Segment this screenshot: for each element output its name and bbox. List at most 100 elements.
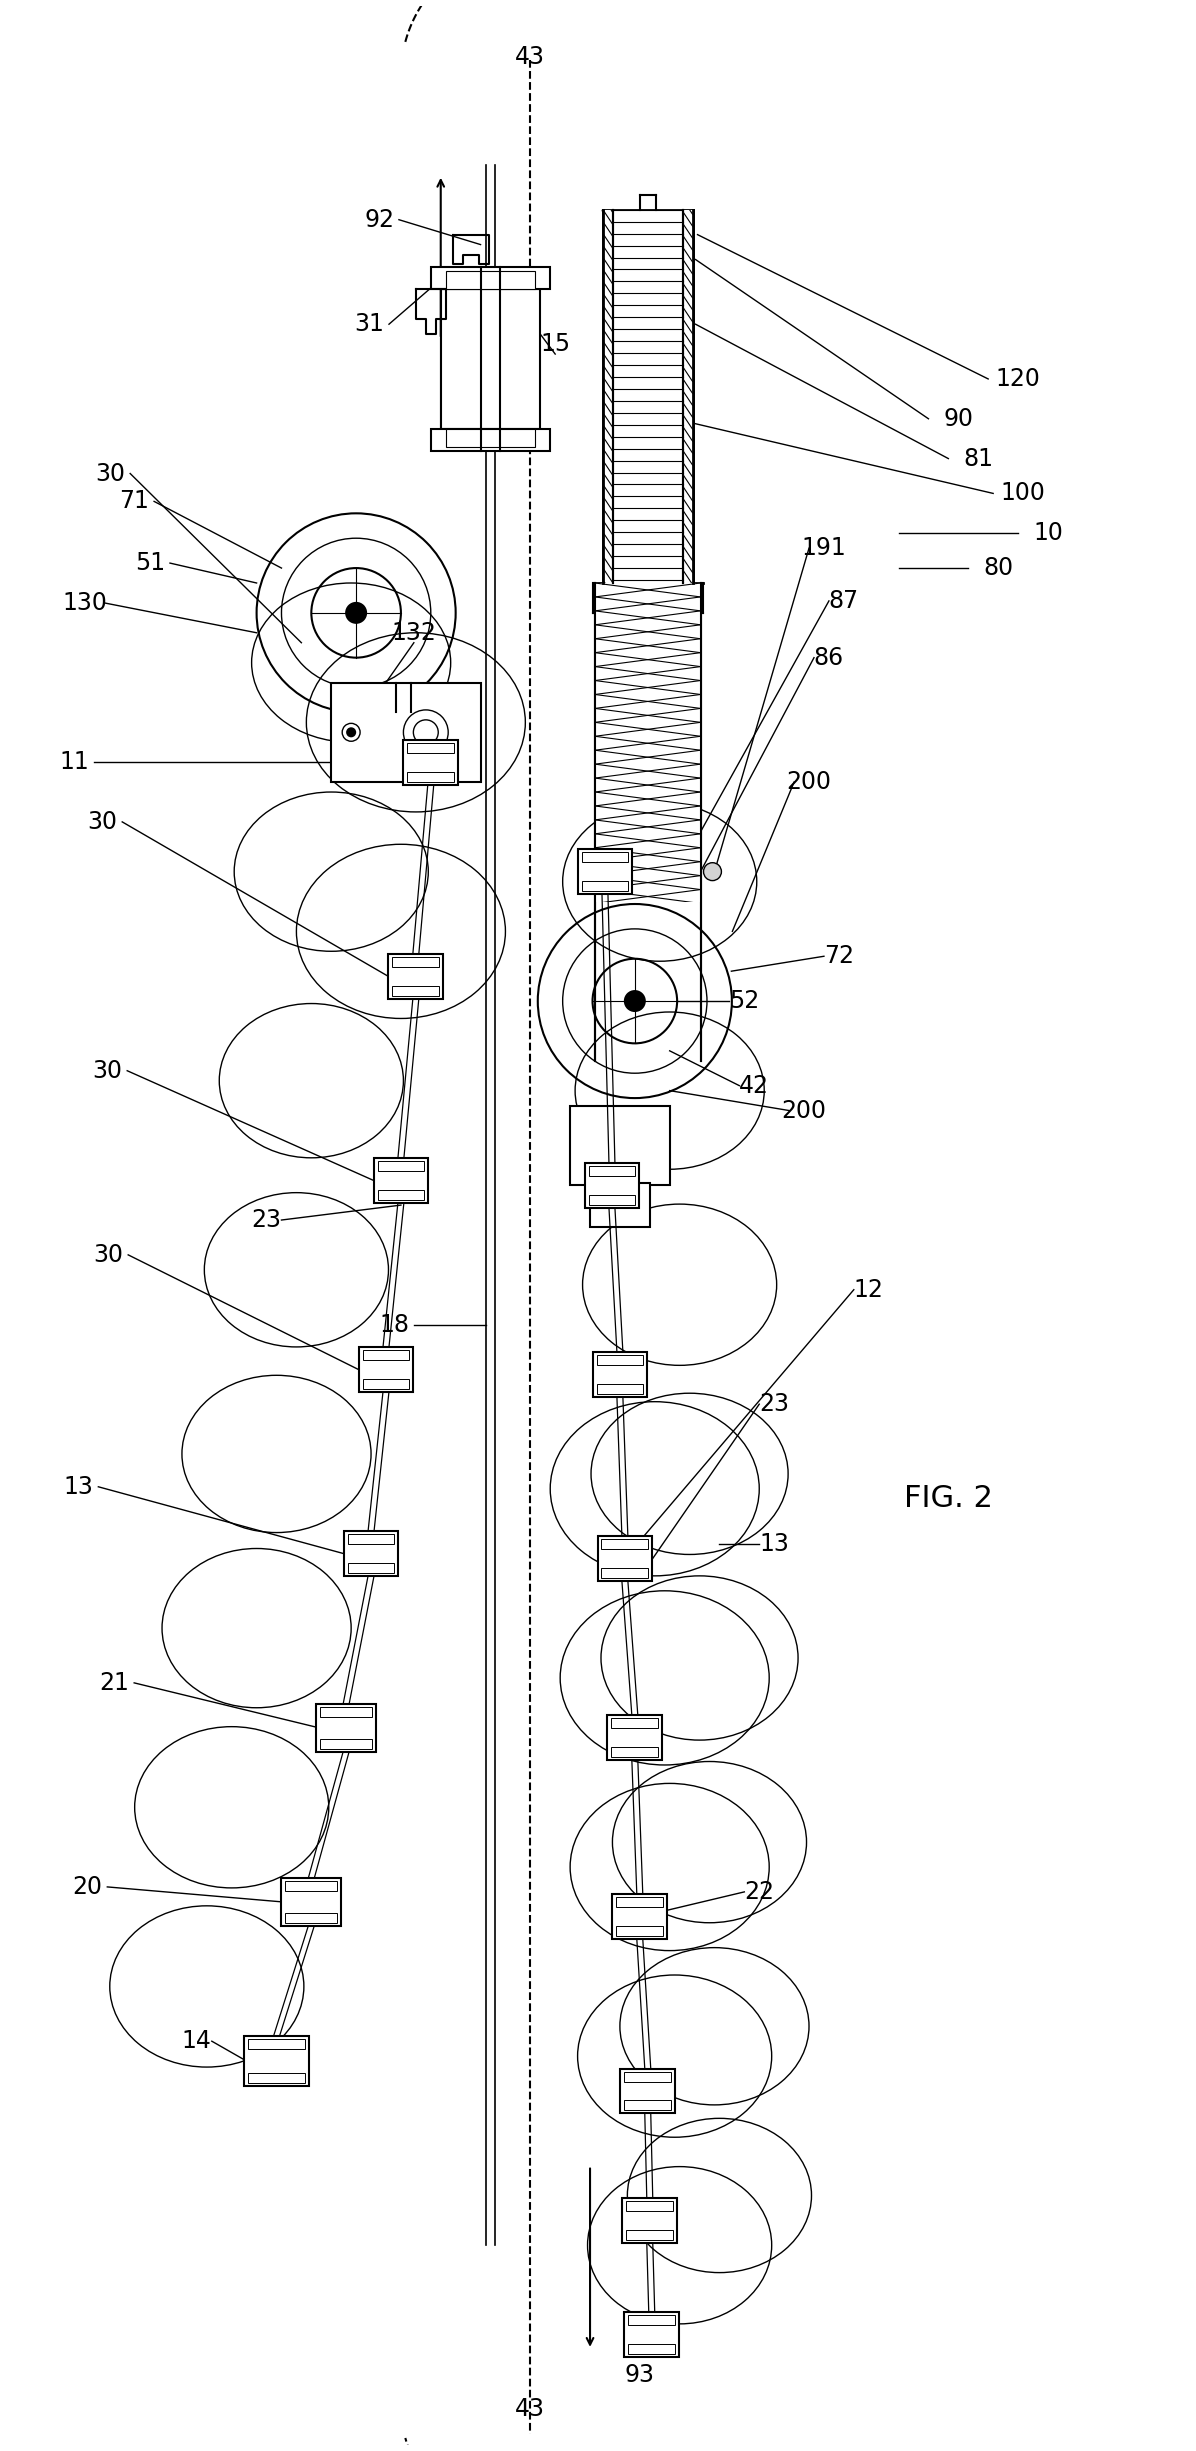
Bar (408, 743, 454, 752)
Bar (392, 956, 439, 966)
Text: 20: 20 (73, 1875, 103, 1900)
Bar (612, 1895, 667, 1939)
Bar (603, 211, 612, 583)
Bar (597, 1355, 643, 1365)
Bar (348, 1534, 395, 1544)
Bar (627, 2230, 673, 2240)
Bar (624, 2101, 671, 2110)
Text: 13: 13 (63, 1476, 93, 1498)
Bar (373, 1157, 428, 1203)
Bar (578, 848, 633, 895)
Text: 80: 80 (983, 556, 1013, 581)
Text: 90: 90 (944, 407, 974, 431)
Text: 18: 18 (379, 1314, 409, 1336)
Text: 51: 51 (135, 551, 165, 576)
Bar (592, 1353, 647, 1397)
Bar (602, 1569, 648, 1578)
Bar (431, 429, 550, 451)
Bar (281, 1877, 341, 1926)
Bar (570, 1105, 670, 1186)
Bar (408, 772, 454, 782)
Text: 30: 30 (96, 461, 126, 485)
Bar (321, 1706, 372, 1716)
Bar (590, 1184, 649, 1228)
Bar (431, 267, 550, 289)
Bar (378, 1162, 425, 1172)
Text: 87: 87 (829, 588, 859, 613)
Text: 30: 30 (92, 1059, 122, 1083)
Text: 200: 200 (781, 1098, 826, 1123)
Bar (597, 1385, 643, 1395)
Bar (331, 681, 481, 782)
Bar (624, 2071, 671, 2081)
Text: 52: 52 (730, 990, 759, 1012)
Bar (627, 2201, 673, 2211)
Bar (446, 429, 536, 446)
Text: 132: 132 (391, 620, 437, 645)
Bar (616, 1897, 664, 1907)
Bar (596, 583, 700, 902)
Bar (286, 1880, 337, 1890)
Bar (343, 1532, 398, 1576)
Bar (598, 1537, 652, 1581)
Bar (403, 740, 458, 784)
Bar (628, 2316, 675, 2326)
Text: 30: 30 (87, 809, 117, 833)
Text: 92: 92 (364, 208, 393, 233)
Text: 71: 71 (120, 490, 150, 512)
Bar (362, 1351, 409, 1360)
Bar (441, 289, 541, 429)
Bar (392, 985, 439, 995)
Bar (348, 1564, 395, 1574)
Bar (446, 272, 536, 289)
Bar (628, 2343, 675, 2355)
Text: 100: 100 (1001, 480, 1045, 505)
Ellipse shape (347, 728, 355, 735)
Text: 22: 22 (744, 1880, 774, 1904)
Ellipse shape (624, 990, 645, 1010)
Bar (316, 1703, 376, 1752)
Text: 200: 200 (787, 770, 831, 794)
Bar (581, 880, 628, 892)
Bar (612, 211, 683, 583)
Bar (622, 2199, 677, 2243)
Text: 12: 12 (854, 1277, 884, 1301)
Text: 81: 81 (963, 446, 993, 471)
Text: 11: 11 (60, 750, 90, 775)
Bar (611, 1748, 658, 1757)
Bar (611, 1718, 658, 1728)
Bar (248, 2039, 305, 2049)
Ellipse shape (346, 603, 366, 623)
Bar (602, 1539, 648, 1549)
Text: 43: 43 (515, 2397, 545, 2422)
Text: 30: 30 (93, 1243, 123, 1267)
Text: 43: 43 (515, 47, 545, 69)
Bar (621, 2069, 675, 2113)
Text: 13: 13 (759, 1532, 789, 1556)
Text: 21: 21 (99, 1672, 129, 1694)
Text: 23: 23 (759, 1392, 789, 1417)
Bar (362, 1380, 409, 1390)
Text: 10: 10 (1033, 522, 1063, 544)
Ellipse shape (703, 863, 721, 880)
Bar (624, 2311, 679, 2358)
Text: 31: 31 (354, 311, 384, 336)
Bar (389, 953, 444, 998)
Text: 15: 15 (541, 333, 570, 355)
Text: 191: 191 (801, 537, 847, 561)
Bar (359, 1348, 414, 1392)
Text: 14: 14 (182, 2029, 212, 2054)
Bar (588, 1167, 635, 1176)
Text: 93: 93 (624, 2363, 654, 2387)
Bar (286, 1912, 337, 1922)
Bar (608, 1716, 663, 1760)
Text: 86: 86 (813, 645, 844, 669)
Text: FIG. 2: FIG. 2 (904, 1485, 993, 1512)
Bar (588, 1194, 635, 1203)
Text: 72: 72 (824, 944, 854, 968)
Bar (581, 853, 628, 863)
Bar (248, 2074, 305, 2083)
Text: 120: 120 (995, 368, 1041, 392)
Text: 42: 42 (739, 1074, 769, 1098)
Text: 130: 130 (62, 591, 106, 615)
